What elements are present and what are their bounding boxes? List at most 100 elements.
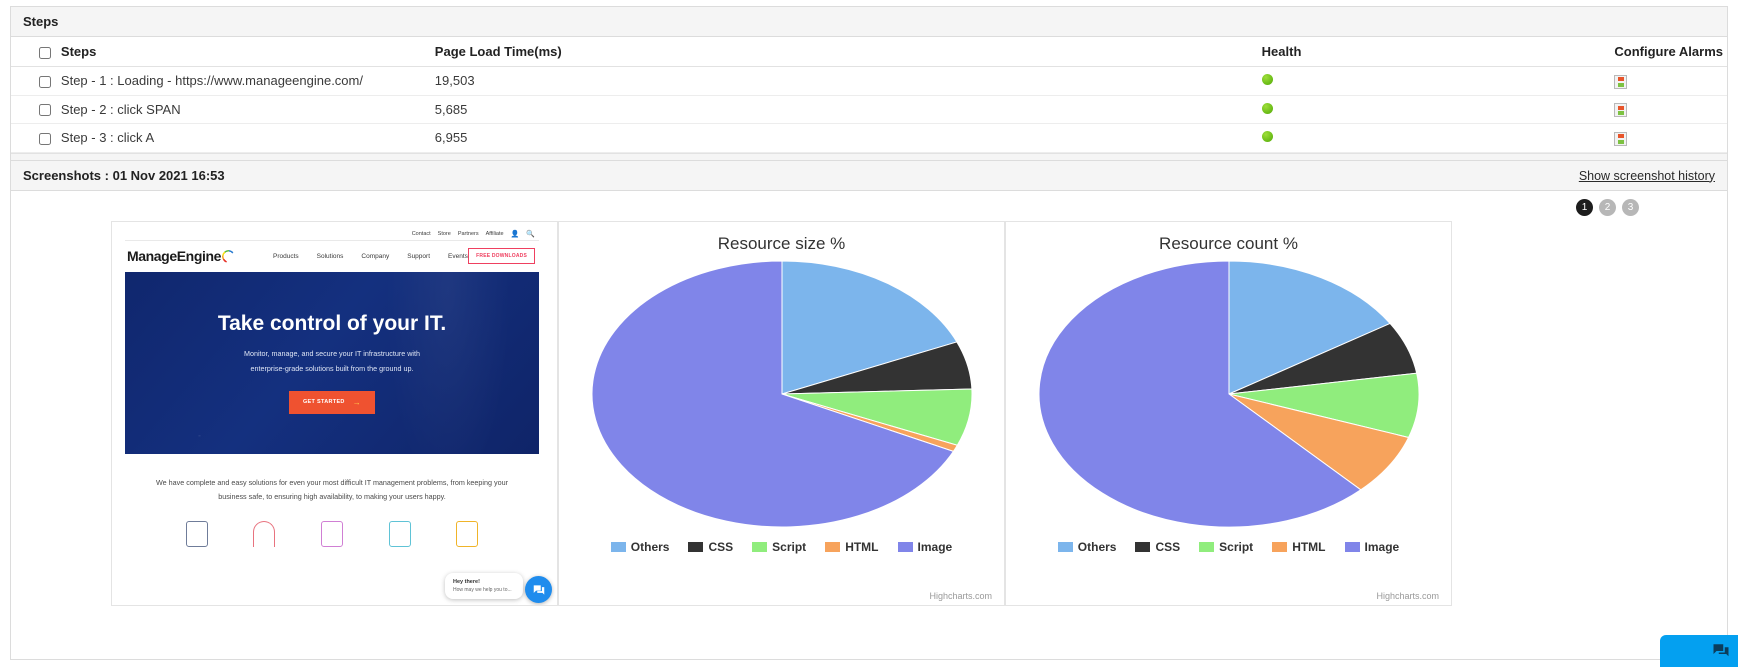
- chart-credit-resource-count[interactable]: Highcharts.com: [1376, 591, 1439, 601]
- chart-credit-resource-size[interactable]: Highcharts.com: [929, 591, 992, 601]
- legend-swatch-css: [688, 542, 704, 552]
- steps-table-body: Step - 1 : Loading - https://www.managee…: [11, 66, 1727, 153]
- chat-icon[interactable]: [525, 576, 552, 603]
- user-icon[interactable]: 👤: [510, 231, 520, 238]
- legend-item-script[interactable]: Script: [752, 540, 806, 554]
- legend-item-css[interactable]: CSS: [688, 540, 733, 554]
- row-health-cell: [947, 95, 1306, 125]
- row-select-cell: [11, 66, 57, 96]
- pie-slice-others[interactable]: [781, 260, 958, 395]
- body-line1: We have complete and easy solutions for …: [156, 478, 508, 487]
- row-page-load-time: 19,503: [430, 66, 948, 96]
- select-all-checkbox[interactable]: [39, 46, 51, 59]
- nav-company[interactable]: Company: [361, 252, 390, 260]
- website-thumbnail: Contact Store Partners Affiliate 👤 🔍 Man…: [125, 230, 539, 547]
- row-alarm-cell: [1305, 123, 1727, 153]
- legend-swatch-script: [1199, 542, 1215, 552]
- row-checkbox[interactable]: [39, 104, 51, 117]
- legend-label-css: CSS: [1155, 540, 1181, 554]
- legend-swatch-image: [897, 542, 913, 552]
- row-checkbox[interactable]: [39, 132, 51, 145]
- topbar-link-affiliate[interactable]: Affiliate: [485, 231, 504, 237]
- legend-label-others: Others: [630, 540, 670, 554]
- feature-icon-4: [388, 520, 411, 547]
- legend-item-others[interactable]: Others: [1057, 540, 1116, 554]
- pager-dot-2[interactable]: 2: [1599, 199, 1616, 216]
- nav-support[interactable]: Support: [407, 252, 431, 260]
- arrow-right-icon: →: [352, 397, 361, 407]
- legend-label-image: Image: [1364, 540, 1400, 554]
- alarm-config-icon[interactable]: [1614, 103, 1628, 118]
- row-alarm-cell: [1305, 95, 1727, 125]
- feature-icon-1: [185, 520, 208, 547]
- pie-slice-others[interactable]: [1228, 260, 1391, 395]
- legend-label-image: Image: [917, 540, 953, 554]
- resource-count-pie: [1006, 254, 1451, 544]
- resource-size-pie: [559, 254, 1004, 544]
- pie-slice-image[interactable]: [591, 260, 954, 528]
- table-row[interactable]: Step - 3 : click A 6,955: [11, 123, 1727, 153]
- topbar-link-partners[interactable]: Partners: [457, 231, 479, 237]
- legend-swatch-html: [825, 542, 841, 552]
- column-header-page-load-time: Page Load Time(ms): [430, 37, 948, 67]
- row-health-cell: [947, 66, 1306, 96]
- pager-dot-1[interactable]: 1: [1576, 199, 1593, 216]
- legend-item-html[interactable]: HTML: [1272, 540, 1326, 554]
- nav-events[interactable]: Events: [448, 252, 468, 260]
- pie-svg-resource-count[interactable]: [1029, 254, 1429, 534]
- site-body-text: We have complete and easy solutions for …: [125, 454, 539, 547]
- legend-swatch-script: [752, 542, 768, 552]
- site-navbar: ManageEngine Products Solutions Company …: [125, 241, 539, 272]
- chat-greeting-bubble[interactable]: Hey there! How may we help you to...: [445, 573, 523, 599]
- pie-svg-resource-size[interactable]: [582, 254, 982, 534]
- chart-title-resource-count: Resource count %: [1159, 234, 1298, 253]
- topbar-link-store[interactable]: Store: [437, 231, 451, 237]
- website-screenshot-panel[interactable]: Contact Store Partners Affiliate 👤 🔍 Man…: [111, 221, 558, 606]
- steps-table: Steps Page Load Time(ms) Health Configur…: [11, 37, 1727, 153]
- steps-panel-caption: Steps: [11, 7, 1727, 37]
- select-all-header: [11, 37, 57, 67]
- legend-label-html: HTML: [1292, 540, 1326, 554]
- legend-swatch-html: [1272, 542, 1288, 552]
- legend-item-css[interactable]: CSS: [1135, 540, 1180, 554]
- feature-icon-5: [456, 520, 479, 547]
- legend-item-script[interactable]: Script: [1199, 540, 1253, 554]
- pie-slice-image[interactable]: [1038, 260, 1362, 528]
- row-step-name: Step - 3 : click A: [56, 123, 431, 153]
- show-screenshot-history-link[interactable]: Show screenshot history: [1578, 168, 1715, 183]
- free-downloads-button[interactable]: FREE DOWNLOADS: [468, 248, 535, 264]
- search-icon[interactable]: 🔍: [526, 231, 535, 238]
- site-topbar: Contact Store Partners Affiliate 👤 🔍: [125, 230, 539, 241]
- alarm-config-icon[interactable]: [1614, 131, 1628, 146]
- table-row[interactable]: Step - 2 : click SPAN 5,685: [11, 95, 1727, 125]
- body-line2: business safe, to ensuring high availabi…: [218, 492, 446, 502]
- health-status-icon: [1261, 102, 1273, 114]
- row-checkbox[interactable]: [39, 75, 51, 88]
- legend-item-image[interactable]: Image: [897, 540, 953, 554]
- nav-solutions[interactable]: Solutions: [316, 252, 344, 260]
- feature-icon-2: [253, 520, 276, 547]
- steps-table-header-row: Steps Page Load Time(ms) Health Configur…: [11, 37, 1727, 67]
- row-alarm-cell: [1305, 66, 1727, 96]
- legend-label-html: HTML: [845, 540, 879, 554]
- support-chat-icon[interactable]: [1660, 635, 1738, 667]
- health-status-icon: [1261, 74, 1273, 86]
- resource-size-chart-panel: Resource size % Others CSS Script HTML Image…: [558, 221, 1005, 606]
- topbar-link-contact[interactable]: Contact: [411, 231, 431, 237]
- legend-resource-size: Others CSS Script HTML Image: [559, 540, 1004, 554]
- pie-slice-script[interactable]: [1228, 372, 1419, 439]
- legend-item-html[interactable]: HTML: [825, 540, 879, 554]
- manageengine-logo: ManageEngine: [127, 248, 235, 264]
- get-started-button[interactable]: GET STARTED →: [288, 390, 375, 414]
- row-page-load-time: 5,685: [430, 95, 948, 125]
- legend-item-image[interactable]: Image: [1344, 540, 1400, 554]
- table-row[interactable]: Step - 1 : Loading - https://www.managee…: [11, 66, 1727, 96]
- legend-label-script: Script: [772, 540, 807, 554]
- alarm-config-icon[interactable]: [1614, 74, 1628, 89]
- nav-products[interactable]: Products: [273, 252, 299, 260]
- pager-dot-3[interactable]: 3: [1622, 199, 1639, 216]
- screenshot-panels-row: Contact Store Partners Affiliate 👤 🔍 Man…: [111, 221, 1452, 606]
- screenshot-pager: 1 2 3: [1576, 199, 1639, 216]
- legend-item-others[interactable]: Others: [610, 540, 670, 554]
- logo-swoosh-icon: [222, 250, 235, 263]
